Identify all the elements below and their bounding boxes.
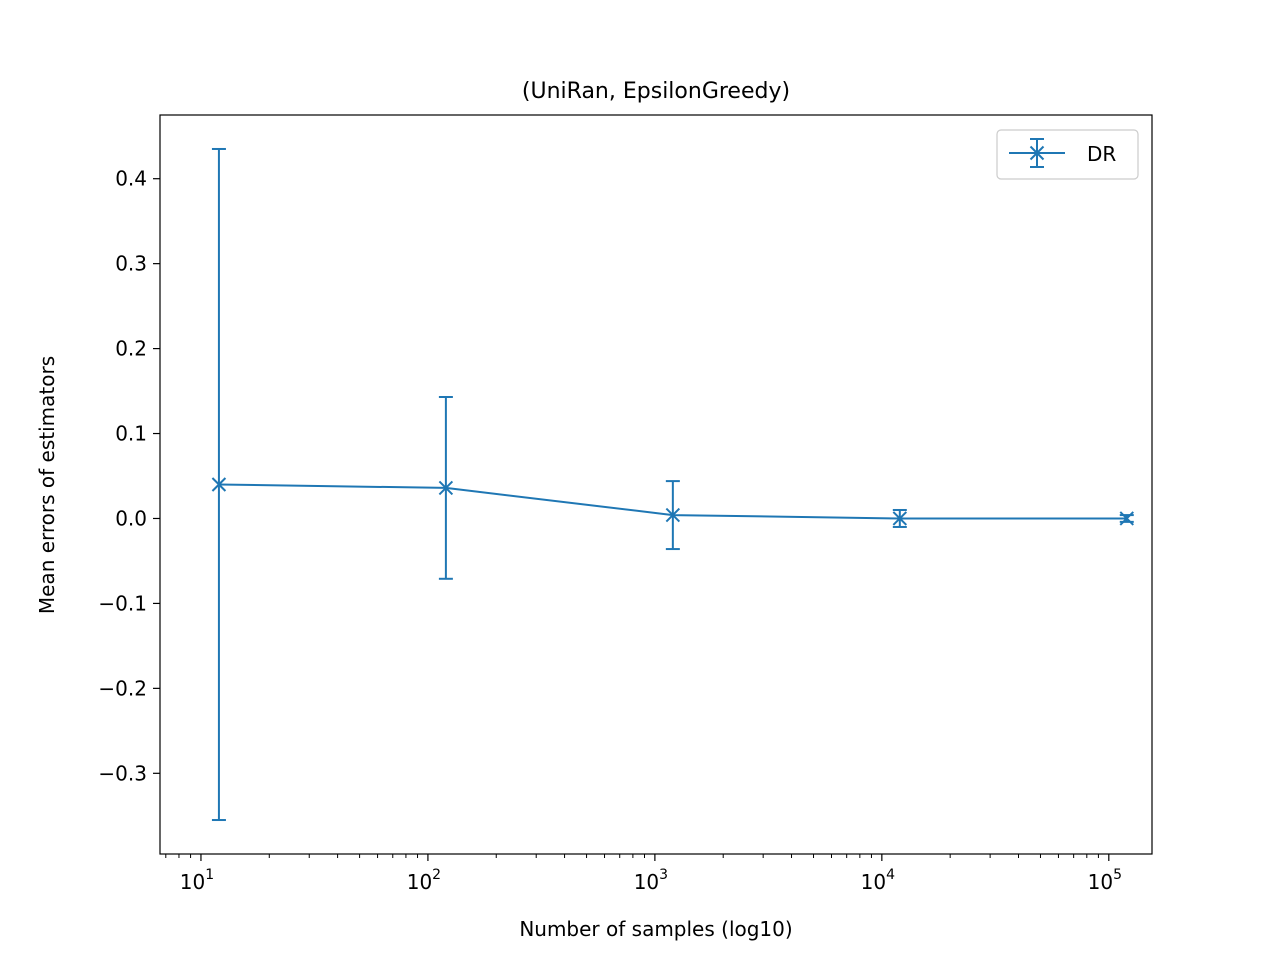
data-point (892, 511, 908, 526)
legend-symbol-dr (1009, 138, 1065, 168)
plot-area (211, 147, 1134, 822)
legend-box (996, 129, 1139, 180)
x-tick-label: 105 (1088, 867, 1122, 894)
y-tick-label: −0.3 (98, 761, 147, 785)
data-point (665, 507, 681, 523)
y-tick-label: 0.1 (115, 422, 147, 446)
y-tick-label: −0.2 (98, 676, 147, 700)
x-axis-label: Number of samples (log10) (519, 917, 792, 941)
data-point (1119, 511, 1134, 526)
y-tick-label: 0.2 (115, 337, 147, 361)
y-tick-label: 0.3 (115, 252, 147, 276)
plot-frame (159, 114, 1153, 855)
y-tick-label: 0.4 (115, 167, 147, 191)
x-tick-label: 103 (634, 867, 668, 894)
chart-title: (UniRan, EpsilonGreedy) (522, 79, 790, 104)
y-tick-label: 0.0 (115, 506, 147, 530)
data-point (211, 477, 227, 492)
y-axis-label: Mean errors of estimators (35, 356, 59, 614)
axis-ticks: 0.4 0.3 0.2 0.1 0.0 −0.1 −0.2 −0.3 101 102 103 104 1… (98, 167, 1122, 894)
x-tick-label: 104 (861, 867, 895, 894)
x-tick-label: 101 (180, 867, 214, 894)
legend: DR (996, 129, 1139, 180)
legend-label-dr: DR (1087, 142, 1116, 166)
y-tick-label: −0.1 (98, 591, 147, 615)
data-point (438, 480, 454, 496)
x-tick-label: 102 (407, 867, 441, 894)
